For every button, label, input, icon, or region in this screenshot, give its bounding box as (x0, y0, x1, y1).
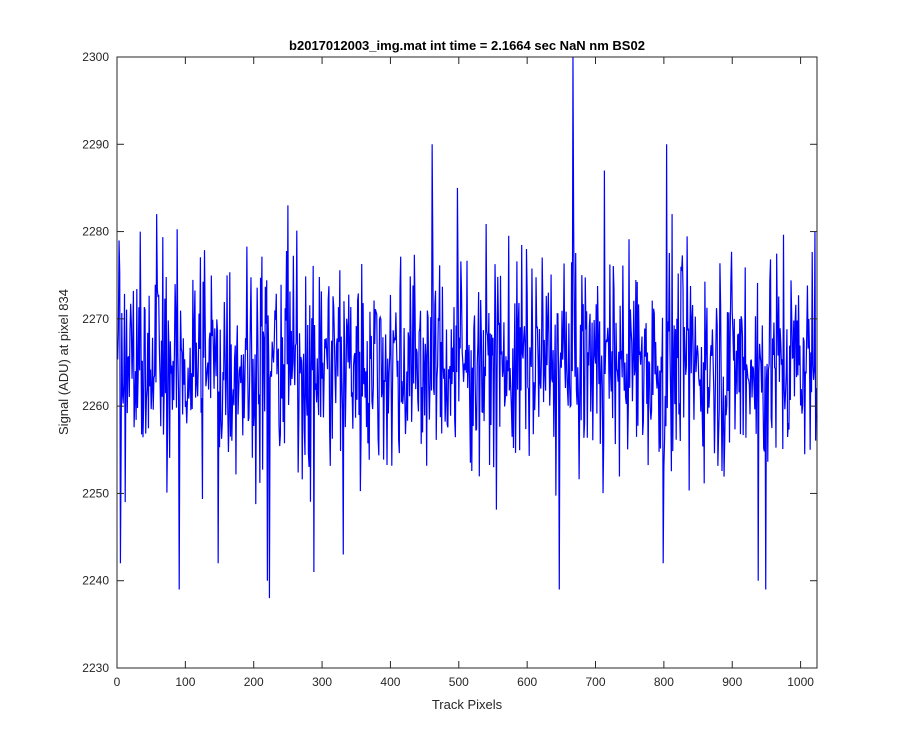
y-tick-label: 2270 (82, 312, 109, 326)
x-tick-label: 900 (722, 675, 742, 689)
data-layer (117, 56, 818, 599)
y-tick-label: 2300 (82, 50, 109, 64)
x-tick-label: 0 (114, 675, 121, 689)
x-tick-label: 800 (654, 675, 674, 689)
x-tick-label: 100 (175, 675, 195, 689)
y-tick-label: 2260 (82, 399, 109, 413)
x-axis-label: Track Pixels (432, 697, 503, 712)
y-tick-label: 2240 (82, 574, 109, 588)
x-tick-label: 300 (312, 675, 332, 689)
x-tick-label: 700 (586, 675, 606, 689)
x-tick-label: 500 (449, 675, 469, 689)
x-tick-label: 1000 (787, 675, 814, 689)
x-tick-label: 200 (244, 675, 264, 689)
y-axis-label: Signal (ADU) at pixel 834 (56, 289, 71, 435)
signal-series-line (117, 56, 818, 599)
y-tick-label: 2250 (82, 486, 109, 500)
y-tick-label: 2290 (82, 137, 109, 151)
chart-title: b2017012003_img.mat int time = 2.1664 se… (289, 38, 645, 53)
y-axis: 2230 2240 2250 2260 2270 2280 2290 2300 (82, 50, 817, 675)
x-tick-label: 600 (517, 675, 537, 689)
plot-frame (116, 56, 818, 669)
x-tick-label: 400 (380, 675, 400, 689)
y-tick-label: 2280 (82, 225, 109, 239)
x-axis: 0 100 200 300 400 500 600 700 800 900 1000 (114, 57, 814, 689)
y-tick-label: 2230 (82, 661, 109, 675)
